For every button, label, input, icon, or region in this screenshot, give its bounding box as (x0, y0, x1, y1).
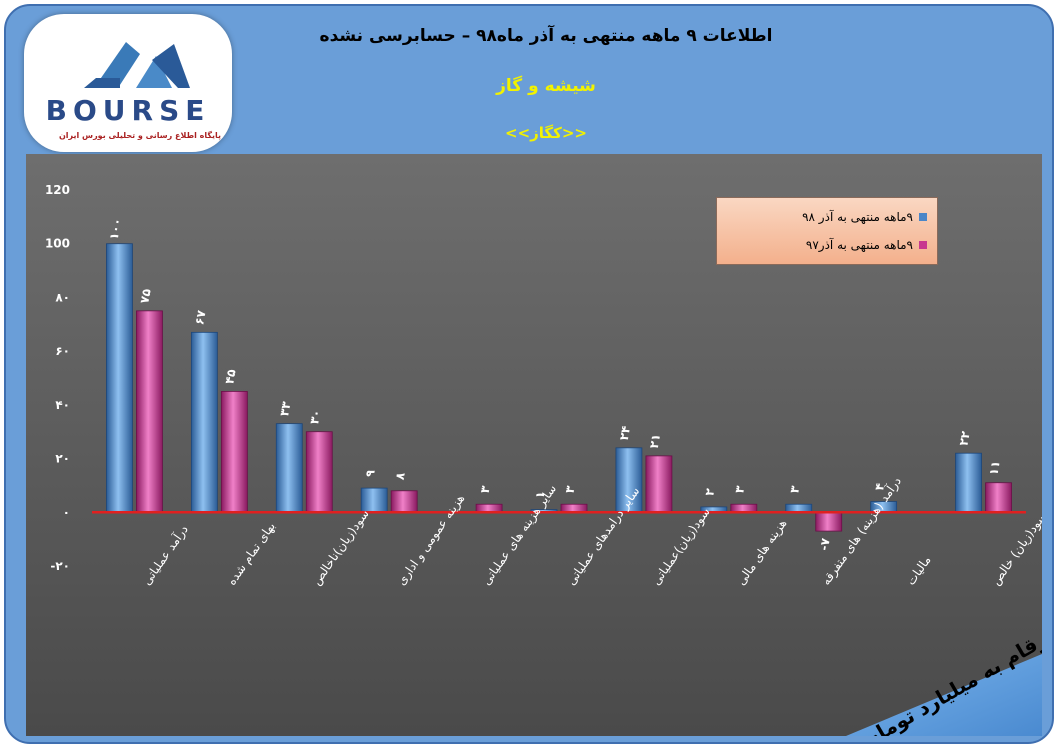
legend-item-98: ۹ماهه منتهی به آذر ۹۸ (802, 210, 927, 224)
data-label-98: ۹ (363, 468, 378, 478)
legend-label-97: ۹ماهه منتهی به آذر۹۷ (805, 238, 913, 252)
company-symbol: <<کگاز>> (505, 124, 587, 142)
logo: BOURSE پایگاه اطلاع رسانی و تحلیلی بورس … (24, 14, 232, 152)
bar-97 (220, 391, 248, 513)
y-tick-label: ۰ (63, 505, 70, 519)
y-tick-label: -۲۰ (50, 559, 70, 573)
bar-98 (190, 331, 218, 513)
industry-subtitle: شیشه و گاز (496, 76, 596, 96)
bars (92, 243, 1026, 532)
data-label-97: ۲۱ (647, 433, 663, 450)
units-banner-shape (846, 654, 1042, 736)
y-tick-label: ۶۰ (55, 344, 70, 358)
data-label-97: ۳ (732, 484, 747, 494)
y-tick-label: 120 (45, 183, 70, 197)
y-tick-label: 100 (45, 237, 70, 251)
legend-swatch-97 (919, 241, 927, 249)
data-label-97: ۴۵ (222, 368, 238, 385)
y-tick-label: ۴۰ (55, 398, 70, 412)
data-label-98: ۲ (702, 487, 717, 497)
bar-97 (985, 482, 1012, 513)
data-label-98: ۳ (787, 484, 802, 494)
legend-label-98: ۹ماهه منتهی به آذر ۹۸ (802, 210, 913, 224)
y-tick-label: ۸۰ (55, 290, 70, 304)
bar-98 (955, 452, 982, 513)
data-label-98: ۲۴ (617, 425, 633, 442)
frame: BOURSE پایگاه اطلاع رسانی و تحلیلی بورس … (4, 4, 1054, 744)
bar-97 (815, 511, 843, 532)
data-label-97: ۳ (478, 484, 493, 494)
legend-item-97: ۹ماهه منتهی به آذر۹۷ (806, 238, 927, 252)
logo-wordmark: BOURSE (46, 94, 211, 127)
bar-98 (275, 423, 303, 513)
logo-graphic: BOURSE پایگاه اطلاع رسانی و تحلیلی بورس … (46, 42, 221, 141)
legend: ۹ماهه منتهی به آذر ۹۸ ۹ماهه منتهی به آذر… (716, 197, 938, 265)
page-title: اطلاعات ۹ ماهه منتهی به آذر ماه۹۸ – حساب… (319, 26, 773, 46)
data-label-97: ۳۰ (307, 409, 323, 426)
legend-swatch-98 (919, 213, 927, 221)
bar-98 (106, 243, 133, 513)
data-label-97: ۷۵ (137, 288, 153, 305)
bar-97 (305, 431, 333, 513)
logo-tagline: پایگاه اطلاع رسانی و تحلیلی بورس ایران (59, 130, 221, 141)
bar-98 (360, 487, 388, 513)
y-axis: 120 100 ۸۰ ۶۰ ۴۰ ۲۰ ۰ -۲۰ (45, 183, 70, 573)
bar-97 (645, 455, 673, 513)
data-label-98: ۶۷ (192, 309, 208, 327)
data-label-97: ۸ (393, 471, 408, 481)
bar-97 (390, 490, 418, 513)
bar-98 (615, 447, 643, 513)
data-label-97: ۳ (563, 484, 578, 494)
data-label-98: ۱۰۰ (107, 217, 125, 241)
bar-97 (136, 310, 163, 513)
chart-area: 120 100 ۸۰ ۶۰ ۴۰ ۲۰ ۰ -۲۰ ۱۰۰ ۶۷ ۳۳ ۹ ۱ ۲۴ ۲ ۳ ۴ ۲۲ ۷۵ ۴۵ ۳… (26, 154, 1042, 736)
data-label-97: -۷ (817, 536, 833, 551)
data-label-98: ۴ (872, 482, 887, 492)
y-tick-label: ۲۰ (55, 452, 70, 466)
data-label-97: ۱۱ (986, 460, 1002, 477)
data-label-98: ۳۳ (277, 400, 293, 418)
data-label-98: ۲۲ (956, 429, 972, 447)
data-label-98: ۱ (533, 490, 548, 500)
